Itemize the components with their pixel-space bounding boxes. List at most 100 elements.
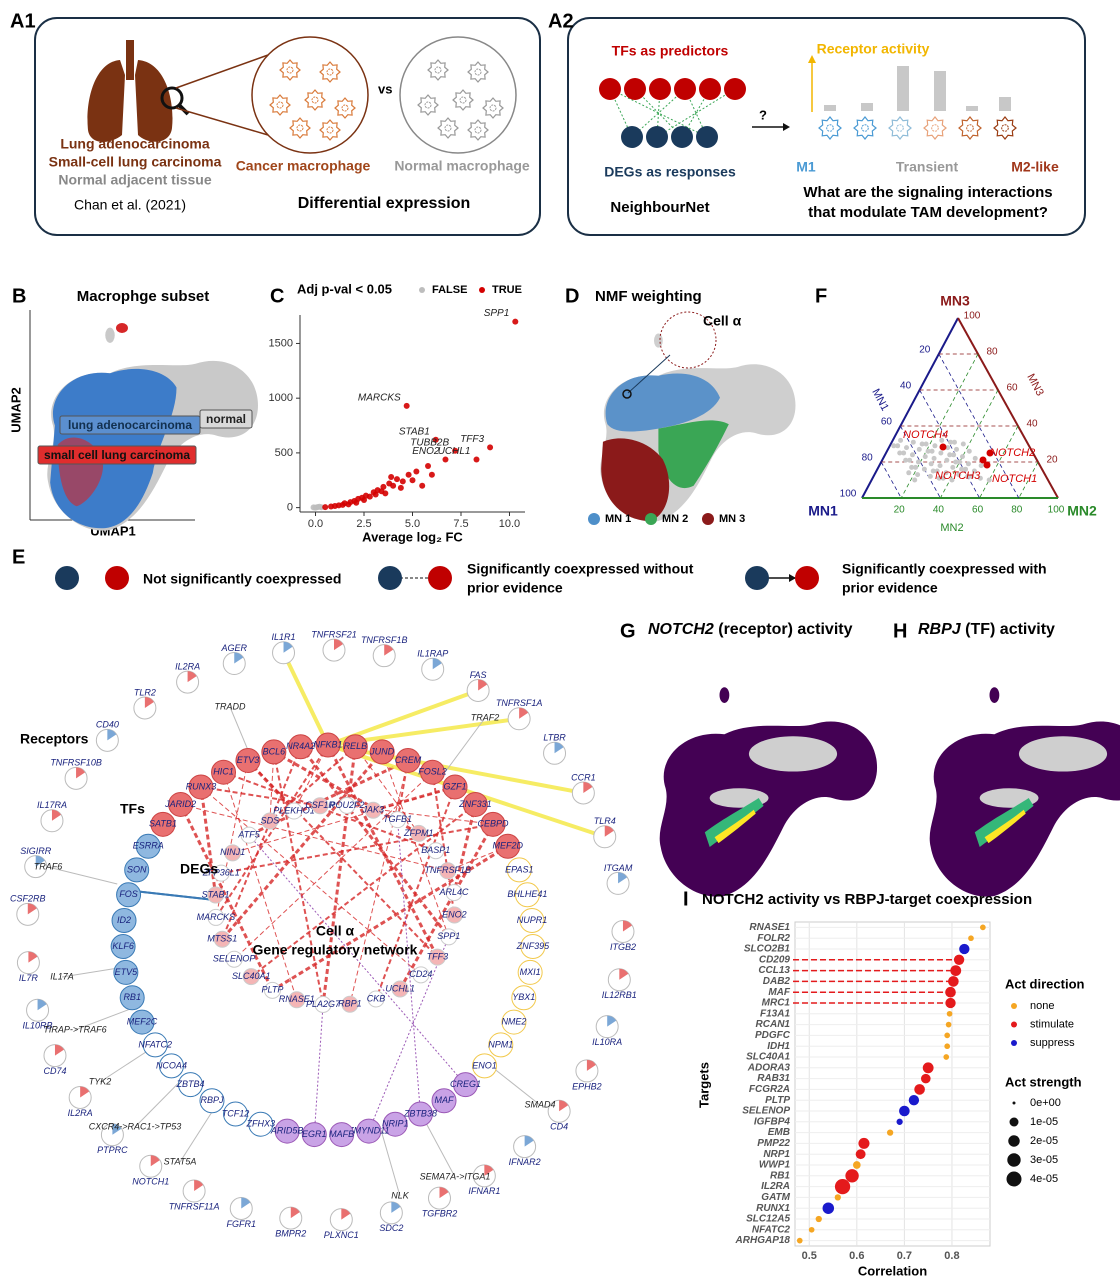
- edge: [452, 804, 477, 893]
- cell-icon: [304, 89, 326, 111]
- a2-label: NeighbourNet: [610, 199, 709, 216]
- group-label: DEGs: [180, 861, 218, 877]
- cell-nucleus: [931, 124, 939, 132]
- receptor-label: IL1R1: [272, 632, 296, 642]
- cell-point: [916, 446, 922, 452]
- tf-label: ENO1: [472, 1060, 497, 1070]
- tf-node: [274, 1118, 300, 1144]
- deg-label: TNFRSF1B: [425, 865, 472, 875]
- tissue-label: Normal adjacent tissue: [58, 172, 211, 188]
- tf-label: NFATC2: [138, 1039, 172, 1049]
- cell-point: [895, 443, 901, 449]
- edge: [180, 803, 448, 872]
- tf-label: EGR1: [302, 1129, 327, 1139]
- question-mark: ?: [759, 107, 767, 122]
- edge: [250, 803, 476, 978]
- cell-point: [898, 437, 904, 443]
- tf-node: [599, 78, 621, 100]
- cluster: [658, 420, 729, 489]
- receptor-wedge: [341, 1208, 351, 1220]
- cell-point: [906, 470, 912, 476]
- plot-bg: [794, 921, 991, 1247]
- point: [409, 477, 416, 484]
- tf-label: HIC1: [213, 767, 234, 777]
- tick-label: 40: [933, 505, 945, 516]
- cell-nucleus: [326, 126, 334, 134]
- tf-label: FOS: [119, 889, 138, 899]
- dot: [896, 1118, 903, 1125]
- cell-point: [957, 459, 963, 465]
- x-tick-label: 10.0: [499, 518, 520, 530]
- tf-node: [119, 985, 145, 1011]
- deg-label: TGFB1: [383, 814, 412, 824]
- pathway-label: NLK: [391, 1190, 410, 1200]
- deg-node: [207, 908, 225, 926]
- dot: [886, 1129, 894, 1136]
- y-tick-label: 0: [287, 502, 293, 514]
- cell-point: [986, 477, 992, 483]
- tf-label: ESRRA: [133, 841, 164, 851]
- y-tick-label: WWP1: [759, 1160, 791, 1171]
- panel-label: A2: [548, 10, 574, 32]
- dot: [945, 986, 956, 998]
- deg-label: ATF5: [237, 830, 260, 840]
- tf-label: BCL6: [263, 746, 286, 756]
- dot: [796, 1237, 803, 1244]
- dot: [943, 1054, 950, 1060]
- gene-point: [986, 449, 994, 457]
- a2-label: Transient: [896, 159, 959, 175]
- tf-label: CREM: [395, 755, 422, 765]
- tf-node: [261, 739, 287, 765]
- edge: [223, 771, 437, 852]
- cell-point: [963, 466, 969, 472]
- receptor-wedge: [607, 1015, 617, 1027]
- tf-node: [142, 1032, 168, 1058]
- deg-node: [445, 884, 463, 902]
- deg-node: [428, 948, 446, 966]
- cell-icon: [923, 116, 947, 140]
- receptor-wedge: [554, 742, 564, 754]
- legend-title: Act direction: [1005, 976, 1085, 991]
- pathway-label: TRAF6: [34, 861, 63, 871]
- y-tick-label: IGFBP4: [754, 1116, 791, 1127]
- pointer: [627, 354, 671, 394]
- tf-label: NFKB1: [313, 739, 342, 749]
- deg-label: JAK3: [361, 805, 384, 815]
- y-tick-label: PMP22: [757, 1138, 790, 1149]
- receptor-label: IL2RA: [175, 661, 200, 671]
- receptor-wedge: [519, 707, 529, 719]
- receptor-wedge: [524, 1135, 534, 1147]
- x-tick-label: 2.5: [356, 518, 371, 530]
- x-tick-label: 0.8: [944, 1250, 959, 1262]
- axis-title: Targets: [696, 1062, 711, 1108]
- y-tick-label: FCGR2A: [749, 1084, 790, 1095]
- point: [397, 484, 404, 491]
- caption: Differential expression: [298, 195, 471, 212]
- receptor-label: IL10RA: [592, 1037, 622, 1047]
- receptor-label: BMPR2: [275, 1228, 306, 1238]
- tf-node: [462, 791, 488, 817]
- pathway-label: CXCR4->RAC1->TP53: [89, 1121, 182, 1131]
- tf-node: [674, 78, 696, 100]
- deg-label: SLC40A1: [232, 971, 271, 981]
- panel-title: NOTCH2 (receptor) activity: [648, 621, 853, 638]
- deg-node: [445, 906, 463, 924]
- tick-label: 100: [1048, 505, 1065, 516]
- receptor-wedge: [76, 767, 86, 779]
- deg-label: MTSS1: [207, 934, 237, 944]
- cell-point: [921, 466, 927, 472]
- legend-label: MN 1: [605, 513, 631, 525]
- legend-swatch: [588, 513, 600, 525]
- cell-nucleus: [296, 124, 304, 132]
- edge: [368, 936, 450, 1132]
- cell-point: [978, 463, 984, 469]
- cell-icon: [467, 119, 489, 141]
- x-tick-label: 5.0: [405, 518, 420, 530]
- receptor-label: TNFRSF1A: [496, 698, 543, 708]
- point: [452, 447, 459, 454]
- edge: [232, 786, 456, 854]
- deg-node: [263, 981, 281, 999]
- receptor-wedge: [241, 1197, 251, 1209]
- receptor-wedge: [187, 671, 197, 683]
